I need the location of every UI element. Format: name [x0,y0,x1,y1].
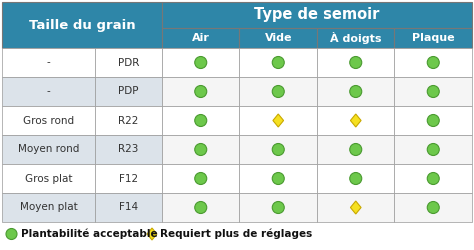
Text: F12: F12 [119,174,138,184]
Bar [162,106,239,135]
Bar [95,77,162,106]
Bar [239,77,317,106]
Circle shape [272,172,284,184]
Circle shape [427,144,439,156]
Bar [239,48,317,77]
Text: Moyen rond: Moyen rond [18,144,79,154]
Bar [317,135,394,164]
Circle shape [350,144,362,156]
Circle shape [350,56,362,68]
Bar [2,193,95,222]
Text: F14: F14 [119,202,138,212]
Polygon shape [350,114,361,127]
Bar [239,193,317,222]
Bar [2,2,162,48]
Bar [162,164,239,193]
Circle shape [427,172,439,184]
Polygon shape [147,228,157,240]
Text: Plantabilité acceptable: Plantabilité acceptable [21,229,158,239]
Text: Gros rond: Gros rond [23,116,74,126]
Bar [95,164,162,193]
Circle shape [427,114,439,126]
Bar [394,135,472,164]
Polygon shape [350,201,361,214]
Bar [95,48,162,77]
Bar [394,164,472,193]
Text: Plaque: Plaque [412,33,455,43]
Circle shape [195,114,207,126]
Bar [2,48,95,77]
Bar [317,106,394,135]
Text: -: - [46,58,50,68]
Bar [95,193,162,222]
Bar [95,135,162,164]
Bar [317,77,394,106]
Text: R22: R22 [118,116,138,126]
Bar [162,2,472,28]
Bar [239,164,317,193]
Circle shape [195,86,207,98]
Bar [162,28,239,48]
Bar [394,28,472,48]
Bar [162,48,239,77]
Circle shape [195,144,207,156]
Circle shape [427,56,439,68]
Bar [394,106,472,135]
Polygon shape [273,114,283,127]
Text: Taille du grain: Taille du grain [29,18,135,32]
Bar [162,77,239,106]
Circle shape [427,202,439,213]
Text: PDR: PDR [118,58,139,68]
Circle shape [272,202,284,213]
Bar [394,193,472,222]
Bar [162,135,239,164]
Bar [317,48,394,77]
Circle shape [350,172,362,184]
Bar [317,193,394,222]
Bar [2,135,95,164]
Bar [239,28,317,48]
Bar [2,164,95,193]
Bar [2,106,95,135]
Bar [394,77,472,106]
Bar [162,193,239,222]
Circle shape [195,172,207,184]
Text: Moyen plat: Moyen plat [19,202,77,212]
Text: -: - [46,86,50,97]
Circle shape [195,202,207,213]
Text: R23: R23 [118,144,138,154]
Text: Air: Air [192,33,210,43]
Text: Vide: Vide [264,33,292,43]
Text: À doigts: À doigts [330,32,382,44]
Bar [239,135,317,164]
Bar [394,48,472,77]
Text: Gros plat: Gros plat [25,174,72,184]
Circle shape [272,86,284,98]
Bar [95,106,162,135]
Bar [2,77,95,106]
Bar [317,164,394,193]
Circle shape [427,86,439,98]
Circle shape [6,228,17,239]
Bar [239,106,317,135]
Text: PDP: PDP [118,86,139,97]
Circle shape [272,144,284,156]
Circle shape [195,56,207,68]
Circle shape [272,56,284,68]
Text: Type de semoir: Type de semoir [255,8,380,22]
Text: Requiert plus de réglages: Requiert plus de réglages [160,229,312,239]
Bar [317,28,394,48]
Circle shape [350,86,362,98]
